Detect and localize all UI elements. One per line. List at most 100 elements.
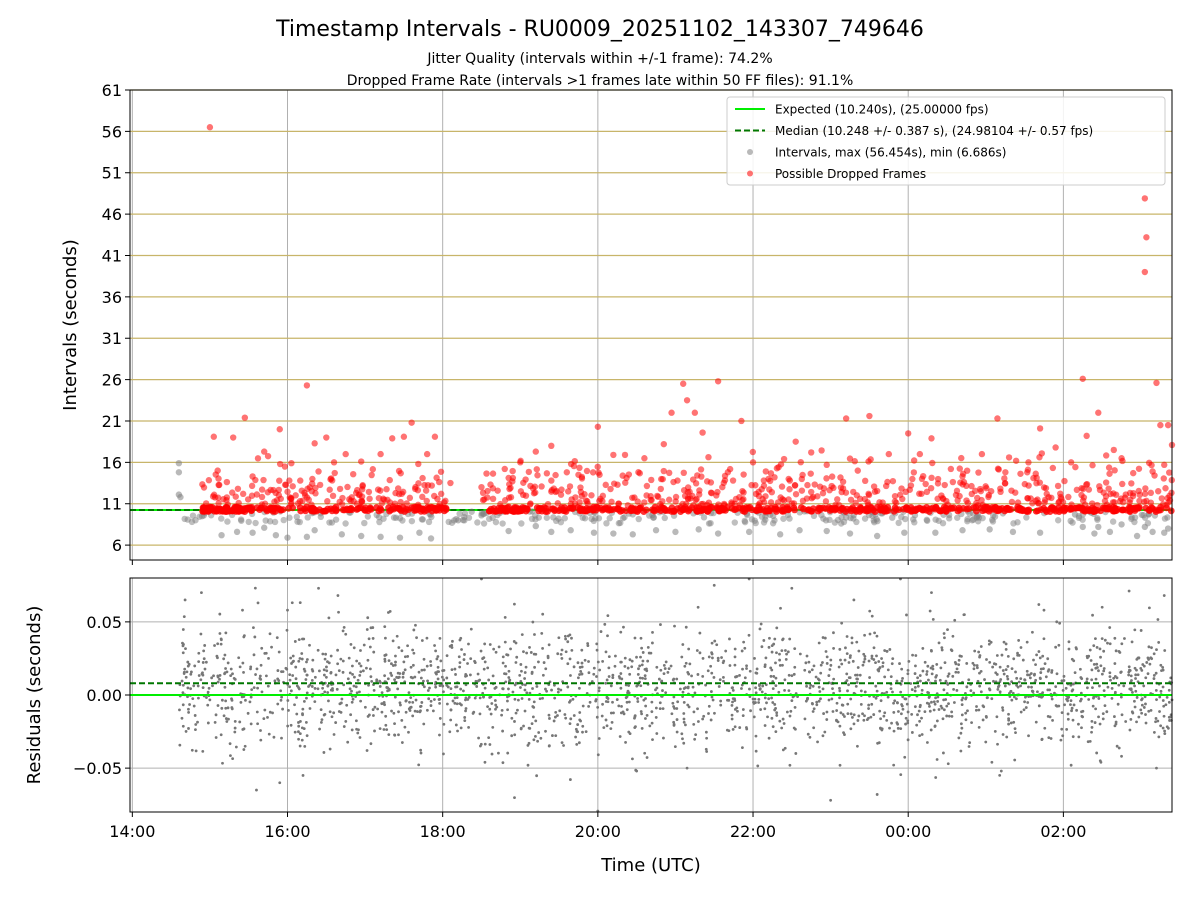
residual-point	[331, 687, 334, 690]
residual-point	[178, 743, 182, 747]
residual-point	[289, 689, 293, 693]
dropped-frame-point	[1001, 480, 1009, 487]
dropped-frame-band-point	[843, 505, 851, 513]
residual-point	[390, 662, 393, 666]
residual-point	[180, 679, 184, 683]
dropped-frame-point	[740, 489, 747, 496]
residual-point	[624, 696, 628, 700]
residual-point	[506, 751, 510, 755]
dropped-frame-point	[1088, 500, 1096, 507]
dropped-frame-point	[934, 495, 941, 502]
dropped-frame-point	[898, 485, 905, 492]
residual-point	[438, 697, 442, 701]
residual-point	[228, 742, 232, 746]
residual-point	[1047, 668, 1051, 672]
residual-point	[1050, 670, 1054, 674]
residual-point	[693, 691, 697, 695]
interval-point	[615, 520, 623, 527]
residual-point	[1113, 636, 1117, 640]
residual-point	[721, 661, 725, 665]
dropped-frame-point	[1065, 493, 1072, 501]
residual-point	[682, 720, 686, 724]
residual-point	[977, 725, 981, 729]
dropped-frame-point	[736, 493, 743, 501]
residual-point	[1072, 659, 1076, 663]
residual-point	[899, 712, 903, 716]
residual-point	[187, 707, 190, 711]
residual-point	[422, 657, 426, 661]
residual-point	[995, 654, 999, 657]
residual-point	[749, 709, 752, 713]
residual-point	[960, 726, 964, 730]
residual-point	[242, 670, 245, 674]
residual-point	[673, 624, 676, 628]
dropped-frame-point	[923, 488, 931, 496]
interval-point	[1094, 514, 1101, 522]
dropped-frame-band-point	[983, 505, 991, 513]
residual-point	[491, 725, 495, 729]
residual-point	[310, 685, 314, 688]
residual-point	[701, 657, 705, 660]
residual-point	[775, 626, 779, 630]
time-x-tick-label: 22:00	[730, 822, 776, 841]
interval-point	[838, 514, 845, 521]
residual-point	[535, 774, 539, 778]
residual-point	[682, 741, 686, 745]
residual-point	[416, 710, 419, 713]
residual-point	[541, 696, 544, 700]
residual-point	[889, 675, 893, 679]
dropped-frame-point	[985, 493, 992, 501]
residual-point	[259, 677, 263, 681]
residual-point	[899, 773, 903, 777]
residual-point	[839, 658, 842, 662]
dropped-frame-point	[327, 476, 334, 483]
residual-point	[580, 672, 584, 676]
residual-point	[824, 650, 828, 653]
residual-point	[490, 752, 494, 756]
dropped-frame-point	[342, 450, 349, 458]
residual-point	[397, 646, 401, 649]
interval-point	[474, 519, 481, 526]
residual-point	[288, 685, 291, 689]
residual-point	[332, 733, 336, 736]
residual-point	[523, 677, 526, 680]
residual-point	[852, 598, 856, 602]
residual-point	[383, 659, 387, 663]
residual-point	[509, 647, 512, 651]
residual-point	[419, 704, 423, 708]
residual-point	[1103, 704, 1107, 708]
residual-point	[954, 662, 958, 666]
residual-point	[389, 671, 393, 675]
dropped-frame-point	[572, 494, 579, 501]
residual-point	[323, 690, 327, 694]
dropped-frame-point	[876, 499, 883, 506]
residual-point	[1095, 751, 1099, 755]
residual-point	[1102, 667, 1106, 670]
dropped-frame-point	[1110, 446, 1118, 454]
intervals-y-tick-label: 16	[102, 453, 122, 472]
residual-point	[918, 705, 922, 709]
residual-point	[942, 708, 946, 712]
residual-point	[941, 717, 945, 721]
residual-point	[473, 661, 477, 664]
residual-point	[230, 707, 234, 711]
residual-point	[1100, 605, 1104, 609]
dropped-frame-point	[928, 435, 935, 442]
residual-point	[466, 698, 470, 701]
residual-point	[645, 713, 649, 717]
time-x-tick-label: 20:00	[575, 822, 621, 841]
residual-point	[224, 667, 227, 670]
residual-point	[301, 774, 305, 777]
residual-point	[1039, 671, 1043, 674]
residual-point	[1156, 618, 1160, 621]
dropped-frame-point	[847, 496, 855, 503]
dropped-frame-band-point	[791, 506, 798, 514]
residual-point	[823, 636, 827, 640]
residual-point	[730, 713, 734, 717]
interval-point	[645, 512, 653, 519]
residual-point	[1012, 695, 1016, 699]
residual-point	[596, 706, 600, 709]
dropped-frame-point	[582, 497, 590, 504]
residual-point	[835, 719, 839, 723]
residual-point	[890, 662, 894, 666]
